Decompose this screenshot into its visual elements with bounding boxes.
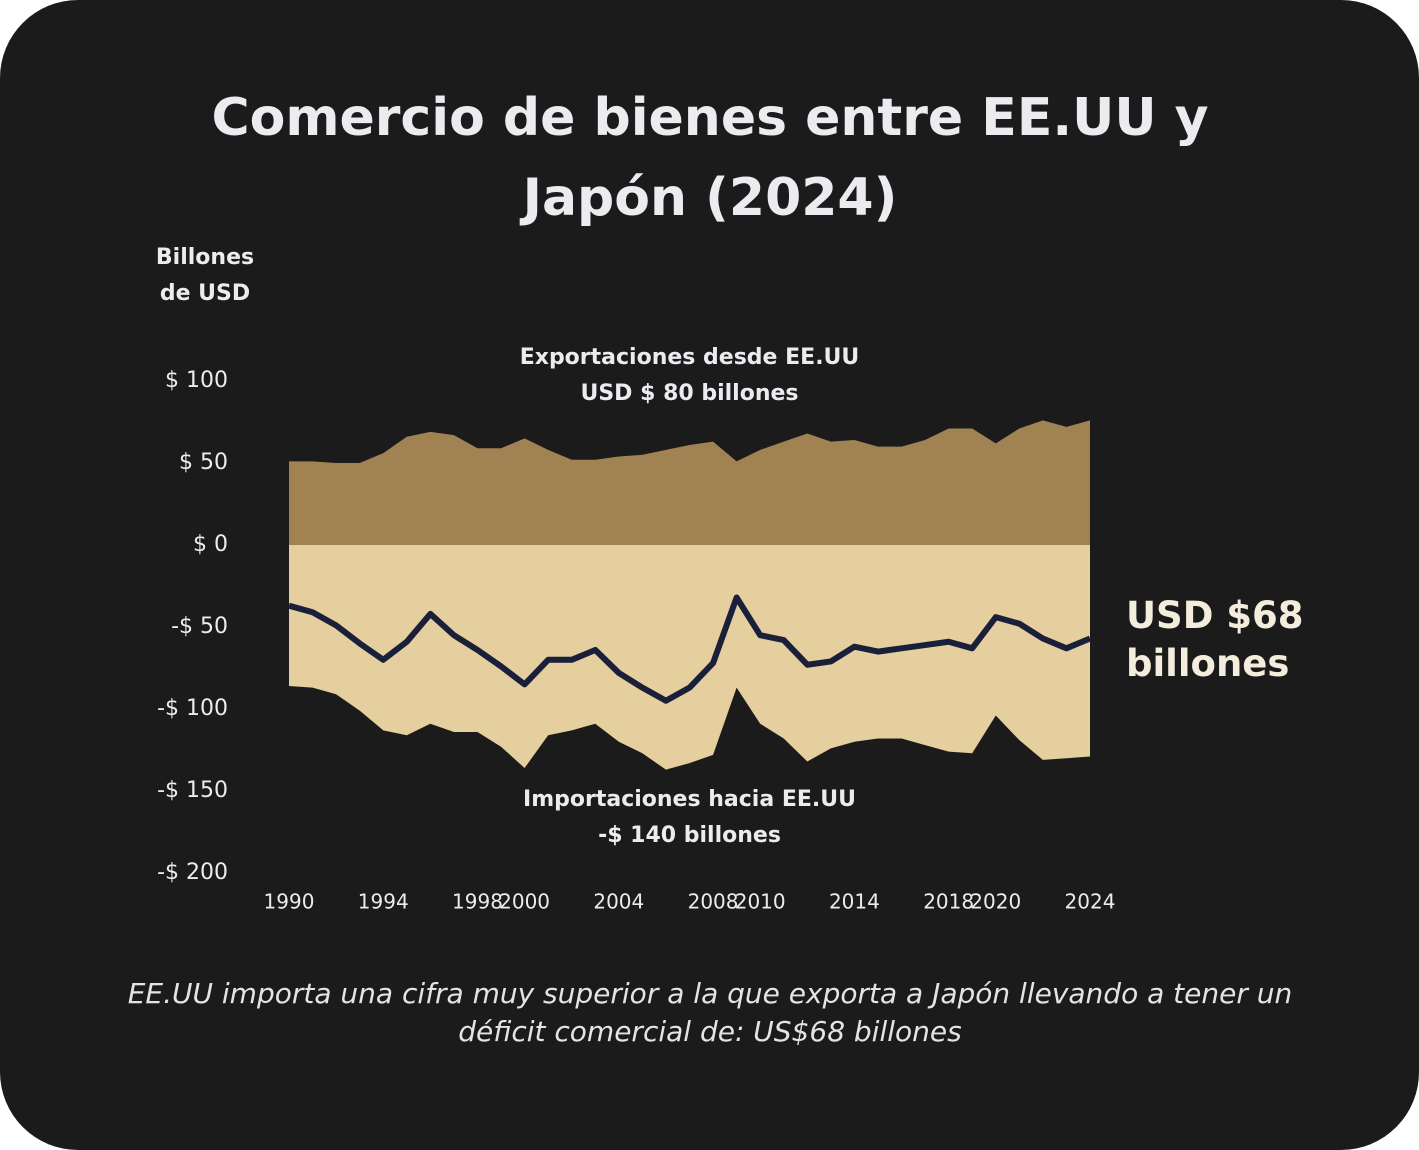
area	[289, 545, 1090, 770]
x-tick-label: 2014	[829, 890, 880, 914]
chart-title: Comercio de bienes entre EE.UU y Japón (…	[211, 88, 1209, 228]
deficit-line-1: USD $68	[1126, 594, 1304, 637]
deficit-line-2: billones	[1126, 642, 1290, 685]
y-tick-label: -$ 200	[157, 860, 228, 885]
x-tick-label: 1998	[452, 890, 503, 914]
deficit-annotation: USD $68 billones	[1126, 592, 1346, 688]
y-tick-label: -$ 50	[171, 614, 228, 639]
x-tick-label: 1994	[358, 890, 409, 914]
y-tick-label: $ 50	[179, 450, 228, 475]
exports-annotation: USD $ 80 billones	[580, 381, 798, 406]
x-tick-label: 2020	[970, 890, 1021, 914]
exports-annotation: Exportaciones desde EE.UU	[520, 345, 860, 370]
line	[288, 594, 1092, 704]
y-axis-label: Billones de USD	[155, 245, 255, 306]
y-tick-label: -$ 150	[157, 778, 228, 803]
x-tick-label: 2018	[923, 890, 974, 914]
footnote: EE.UU importa una cifra muy superior a l…	[127, 977, 1293, 1048]
y-tick-label: $ 100	[165, 368, 228, 393]
imports-annotation: Importaciones hacia EE.UU	[523, 787, 856, 812]
y-tick-label: -$ 100	[157, 696, 228, 721]
x-tick-label: 2000	[499, 890, 550, 914]
x-tick-label: 2008	[688, 890, 739, 914]
imports-annotation: -$ 140 billones	[598, 823, 781, 848]
x-tick-label: 2004	[593, 890, 644, 914]
area	[289, 420, 1090, 545]
y-tick-label: $ 0	[193, 532, 228, 557]
x-tick-label: 2024	[1065, 890, 1116, 914]
x-tick-label: 1990	[264, 890, 315, 914]
x-tick-label: 2010	[735, 890, 786, 914]
